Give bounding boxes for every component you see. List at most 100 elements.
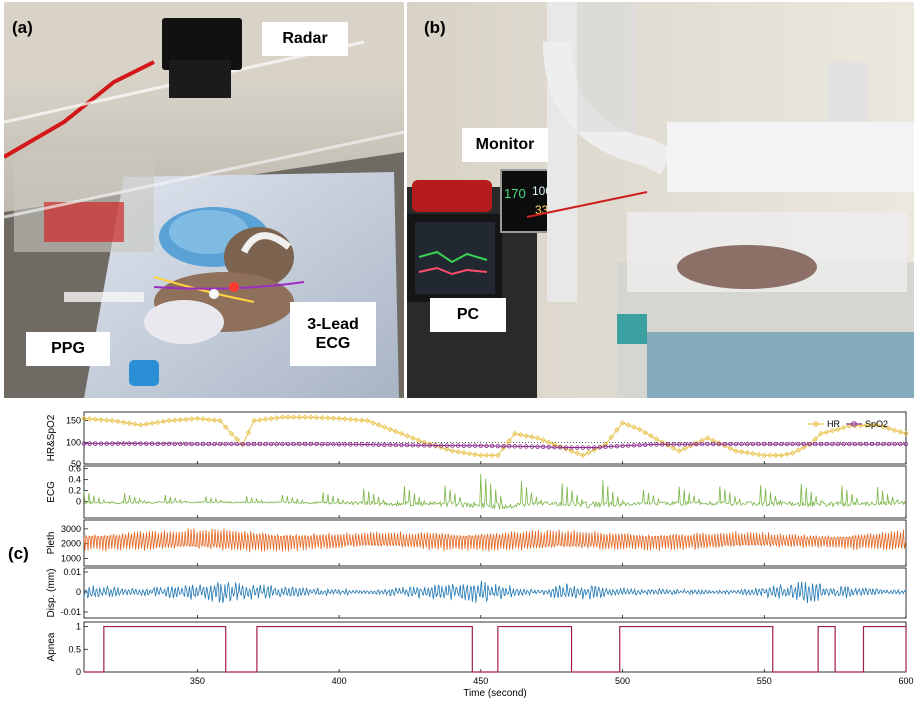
- marker-SpO2: [178, 441, 183, 447]
- marker-SpO2: [325, 441, 330, 447]
- marker-SpO2: [665, 442, 671, 447]
- marker-HR: [245, 429, 252, 436]
- marker-HR: [115, 418, 121, 425]
- subplot-frame-hr_spo2: [83, 411, 907, 465]
- marker-SpO2: [461, 443, 467, 448]
- subplot-frame-disp: [83, 567, 907, 619]
- marker-SpO2: [518, 444, 523, 449]
- marker-SpO2: [223, 441, 228, 447]
- marker-HR: [891, 427, 898, 433]
- marker-SpO2: [200, 441, 206, 447]
- marker-HR: [625, 422, 631, 428]
- marker-SpO2: [841, 441, 846, 447]
- marker-SpO2: [149, 441, 155, 446]
- marker-SpO2: [427, 443, 433, 448]
- ylabel-hr_spo2: HR&SpO2: [46, 414, 57, 461]
- marker-HR: [835, 426, 841, 433]
- legend-label-HR: HR: [827, 419, 840, 429]
- xtick-label: 350: [190, 676, 205, 686]
- marker-HR: [699, 437, 705, 444]
- pc-callout: PC: [430, 298, 506, 332]
- marker-HR: [466, 450, 473, 457]
- marker-SpO2: [869, 441, 875, 447]
- marker-HR: [767, 452, 773, 459]
- ecg-callout-line2: ECG: [315, 335, 351, 352]
- marker-SpO2: [144, 441, 149, 446]
- marker-HR: [347, 416, 354, 423]
- marker-HR: [217, 417, 223, 424]
- marker-HR: [404, 433, 410, 439]
- marker-SpO2: [110, 441, 115, 446]
- marker-SpO2: [132, 441, 138, 446]
- ytick-label-ecg: 0: [76, 497, 81, 507]
- marker-HR: [103, 417, 110, 423]
- pleth-series-line: [83, 528, 906, 553]
- xtick-label: 400: [332, 676, 347, 686]
- marker-SpO2: [251, 441, 257, 447]
- marker-SpO2: [404, 442, 410, 448]
- marker-SpO2: [711, 441, 716, 447]
- marker-HR: [829, 428, 836, 434]
- marker-SpO2: [314, 441, 319, 447]
- marker-HR: [551, 441, 558, 448]
- marker-SpO2: [81, 441, 87, 446]
- marker-HR: [903, 430, 909, 437]
- apnea-series-line: [84, 625, 907, 673]
- marker-SpO2: [183, 441, 189, 447]
- marker-SpO2: [478, 443, 484, 448]
- marker-SpO2: [750, 441, 756, 447]
- marker-SpO2: [484, 443, 489, 449]
- marker-SpO2: [886, 441, 892, 447]
- marker-SpO2: [898, 441, 903, 447]
- marker-HR: [648, 433, 654, 439]
- marker-HR: [857, 422, 864, 429]
- marker-SpO2: [336, 442, 342, 447]
- marker-HR: [427, 441, 433, 447]
- marker-SpO2: [807, 441, 812, 447]
- marker-HR: [846, 423, 853, 429]
- marker-HR: [370, 420, 376, 426]
- marker-SpO2: [246, 441, 251, 447]
- series-line-SpO2: [84, 443, 906, 448]
- marker-SpO2: [285, 441, 291, 447]
- marker-SpO2: [138, 441, 143, 446]
- marker-HR: [325, 415, 331, 421]
- marker-HR: [461, 449, 467, 456]
- marker-SpO2: [359, 442, 364, 447]
- marker-SpO2: [733, 441, 739, 447]
- marker-SpO2: [529, 444, 535, 449]
- marker-SpO2: [438, 443, 444, 448]
- marker-SpO2: [393, 442, 398, 448]
- marker-SpO2: [234, 441, 240, 447]
- ecg-series-line: [83, 473, 906, 510]
- marker-SpO2: [302, 441, 308, 447]
- marker-SpO2: [263, 441, 268, 447]
- marker-HR: [704, 435, 711, 441]
- marker-SpO2: [495, 443, 501, 449]
- marker-HR: [234, 436, 240, 442]
- marker-HR: [160, 418, 167, 425]
- marker-SpO2: [472, 443, 478, 448]
- marker-HR: [177, 417, 184, 423]
- marker-HR: [415, 437, 422, 443]
- marker-SpO2: [410, 442, 415, 448]
- panel-c-letter: (c): [8, 544, 29, 563]
- marker-HR: [279, 414, 286, 420]
- marker-HR: [143, 421, 150, 427]
- marker-HR: [710, 437, 717, 444]
- marker-SpO2: [716, 441, 722, 447]
- marker-SpO2: [501, 443, 506, 449]
- marker-HR: [738, 449, 745, 455]
- marker-SpO2: [240, 441, 245, 447]
- marker-HR: [818, 430, 824, 437]
- marker-HR: [387, 426, 393, 433]
- marker-SpO2: [155, 441, 160, 446]
- marker-HR: [444, 446, 450, 453]
- marker-SpO2: [455, 443, 461, 448]
- xtick-label: 600: [898, 676, 913, 686]
- ylabel-ecg: ECG: [46, 481, 57, 503]
- marker-SpO2: [540, 444, 546, 450]
- photo-monitor-illustration: 170 100 33: [407, 2, 914, 398]
- marker-SpO2: [648, 442, 654, 447]
- marker-HR: [205, 416, 212, 423]
